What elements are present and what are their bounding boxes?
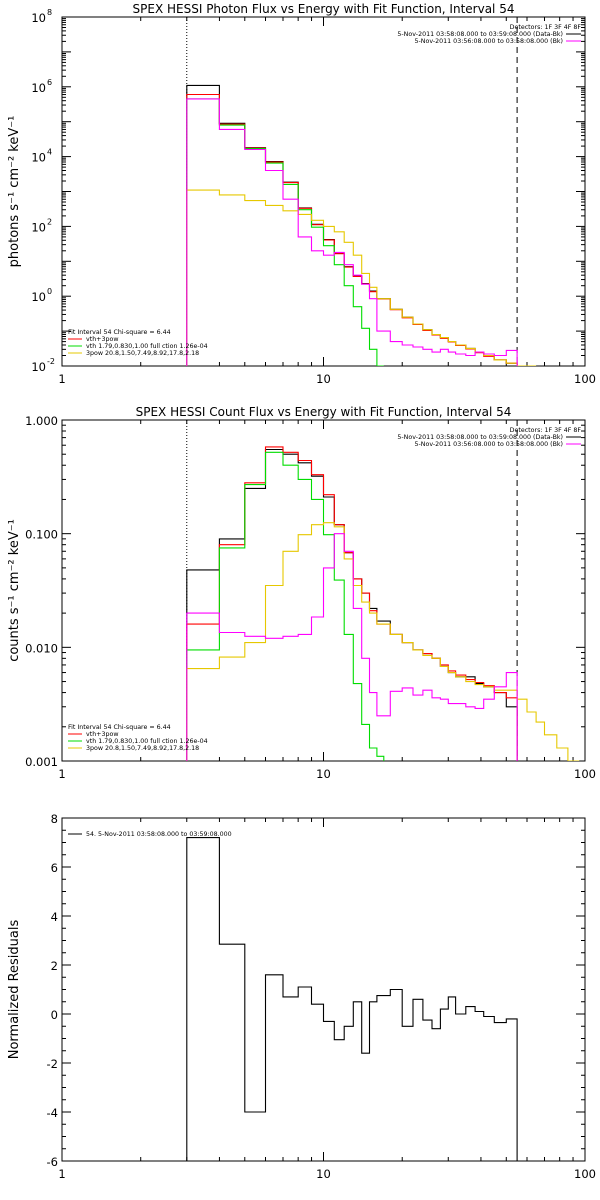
x-tick-label: 1 (58, 767, 65, 781)
y-tick-label: 0.010 (25, 641, 58, 655)
y-tick-label: 10 (31, 11, 46, 25)
y-tick-label: 4 (51, 910, 58, 924)
y-axis-label: Normalized Residuals (7, 920, 22, 1060)
y-tick-label: 8 (51, 812, 58, 826)
series-group (186, 446, 580, 761)
plot-frame (61, 817, 586, 1162)
x-tick-label: 100 (574, 372, 596, 386)
series-line-0 (186, 84, 518, 366)
y-tick-label: -6 (47, 1155, 58, 1169)
legend-entry-text: 5-Nov-2011 03:56:08.000 to 03:58:08.000 … (414, 441, 563, 448)
legend-entry-text: 3pow 20.8,1.50,7.49,8.92,17.8,2.18 (86, 745, 199, 752)
chart-title: SPEX HESSI Count Flux vs Energy with Fit… (136, 405, 512, 419)
x-tick-label: 10 (316, 767, 331, 781)
y-tick-exponent: 6 (47, 78, 52, 87)
legend-entry-text: 5-Nov-2011 03:58:08.000 to 03:59:08.000 … (397, 434, 563, 441)
legend-entry-text: 5-Nov-2011 03:56:08.000 to 03:58:08.000 … (414, 38, 563, 45)
legend-fit-header: Fit Interval 54 Chi-square = 6.44 (68, 329, 171, 336)
series-line-4 (186, 98, 518, 366)
y-tick-label: 0.100 (25, 528, 58, 542)
series-group (186, 84, 537, 366)
y-tick-label: 10 (31, 220, 46, 234)
plot-frame (61, 16, 586, 367)
y-tick-exponent: 8 (47, 8, 52, 17)
x-tick-label: 1 (58, 372, 65, 386)
series-line-1 (186, 93, 518, 366)
legend-entry-text: 3pow 20.8,1.50,7.49,8.92,17.8,2.18 (86, 350, 199, 357)
chart-2: 1 10 100 8 6 4 2 0 -2 -4 -6 Normalized Residuals 54.… (7, 812, 596, 1181)
series-line-4 (186, 533, 518, 761)
legend-entry-text: vth+3pow (86, 336, 118, 343)
series-line-0 (186, 448, 518, 761)
legend-entry-text: vth 1.79,0.830,1.00 full ction 1.26e-04 (86, 343, 208, 350)
legend-fit-header: Fit Interval 54 Chi-square = 6.44 (68, 724, 171, 731)
legend-detectors: Detectors: 1F 3F 4F 8F (510, 427, 582, 434)
x-tick-label: 100 (574, 1167, 596, 1181)
y-tick-exponent: 2 (47, 217, 52, 226)
y-tick-label: 1.000 (25, 414, 58, 428)
y-tick-label: 10 (31, 360, 46, 374)
x-tick-label: 100 (574, 767, 596, 781)
series-line-0 (186, 837, 518, 1161)
y-tick-label: -4 (47, 1106, 58, 1120)
series-line-2 (186, 451, 385, 761)
legend-detectors: Detectors: 1F 3F 4F 8F (510, 24, 582, 31)
series-line-3 (186, 522, 580, 761)
chart-title: SPEX HESSI Photon Flux vs Energy with Fi… (133, 2, 515, 16)
chart-1: 1 10 100 1.000 0.100 0.010 0.001 SPEX HESSI Cou… (7, 405, 596, 781)
series-group (186, 837, 518, 1161)
y-tick-exponent: 4 (47, 148, 52, 157)
y-tick-exponent: -2 (47, 357, 55, 366)
x-tick-label: 10 (316, 1167, 331, 1181)
series-line-2 (186, 98, 384, 366)
legend-entry-text: 5-Nov-2011 03:58:08.000 to 03:59:08.000 … (397, 31, 563, 38)
legend-entry-text: 54. 5-Nov-2011 03:58:08.000 to 03:59:08.… (86, 831, 232, 838)
y-tick-label: 10 (31, 151, 46, 165)
y-axis-label: counts s⁻¹ cm⁻² keV⁻¹ (7, 519, 22, 662)
y-tick-label: 2 (51, 959, 58, 973)
y-tick-label: 10 (31, 81, 46, 95)
y-tick-label: 0 (51, 1008, 58, 1022)
y-axis-label: photons s⁻¹ cm⁻² keV⁻¹ (7, 116, 22, 268)
y-tick-label: 0.001 (25, 755, 58, 769)
x-tick-label: 1 (58, 1167, 65, 1181)
legend-entry-text: vth+3pow (86, 731, 118, 738)
y-tick-exponent: 0 (47, 287, 52, 296)
y-tick-label: -2 (47, 1057, 58, 1071)
legend-entry-text: vth 1.79,0.830,1.00 full ction 1.26e-04 (86, 738, 208, 745)
series-line-1 (186, 446, 518, 761)
y-tick-label: 10 (31, 290, 46, 304)
x-tick-label: 10 (316, 372, 331, 386)
y-tick-label: 6 (51, 861, 58, 875)
